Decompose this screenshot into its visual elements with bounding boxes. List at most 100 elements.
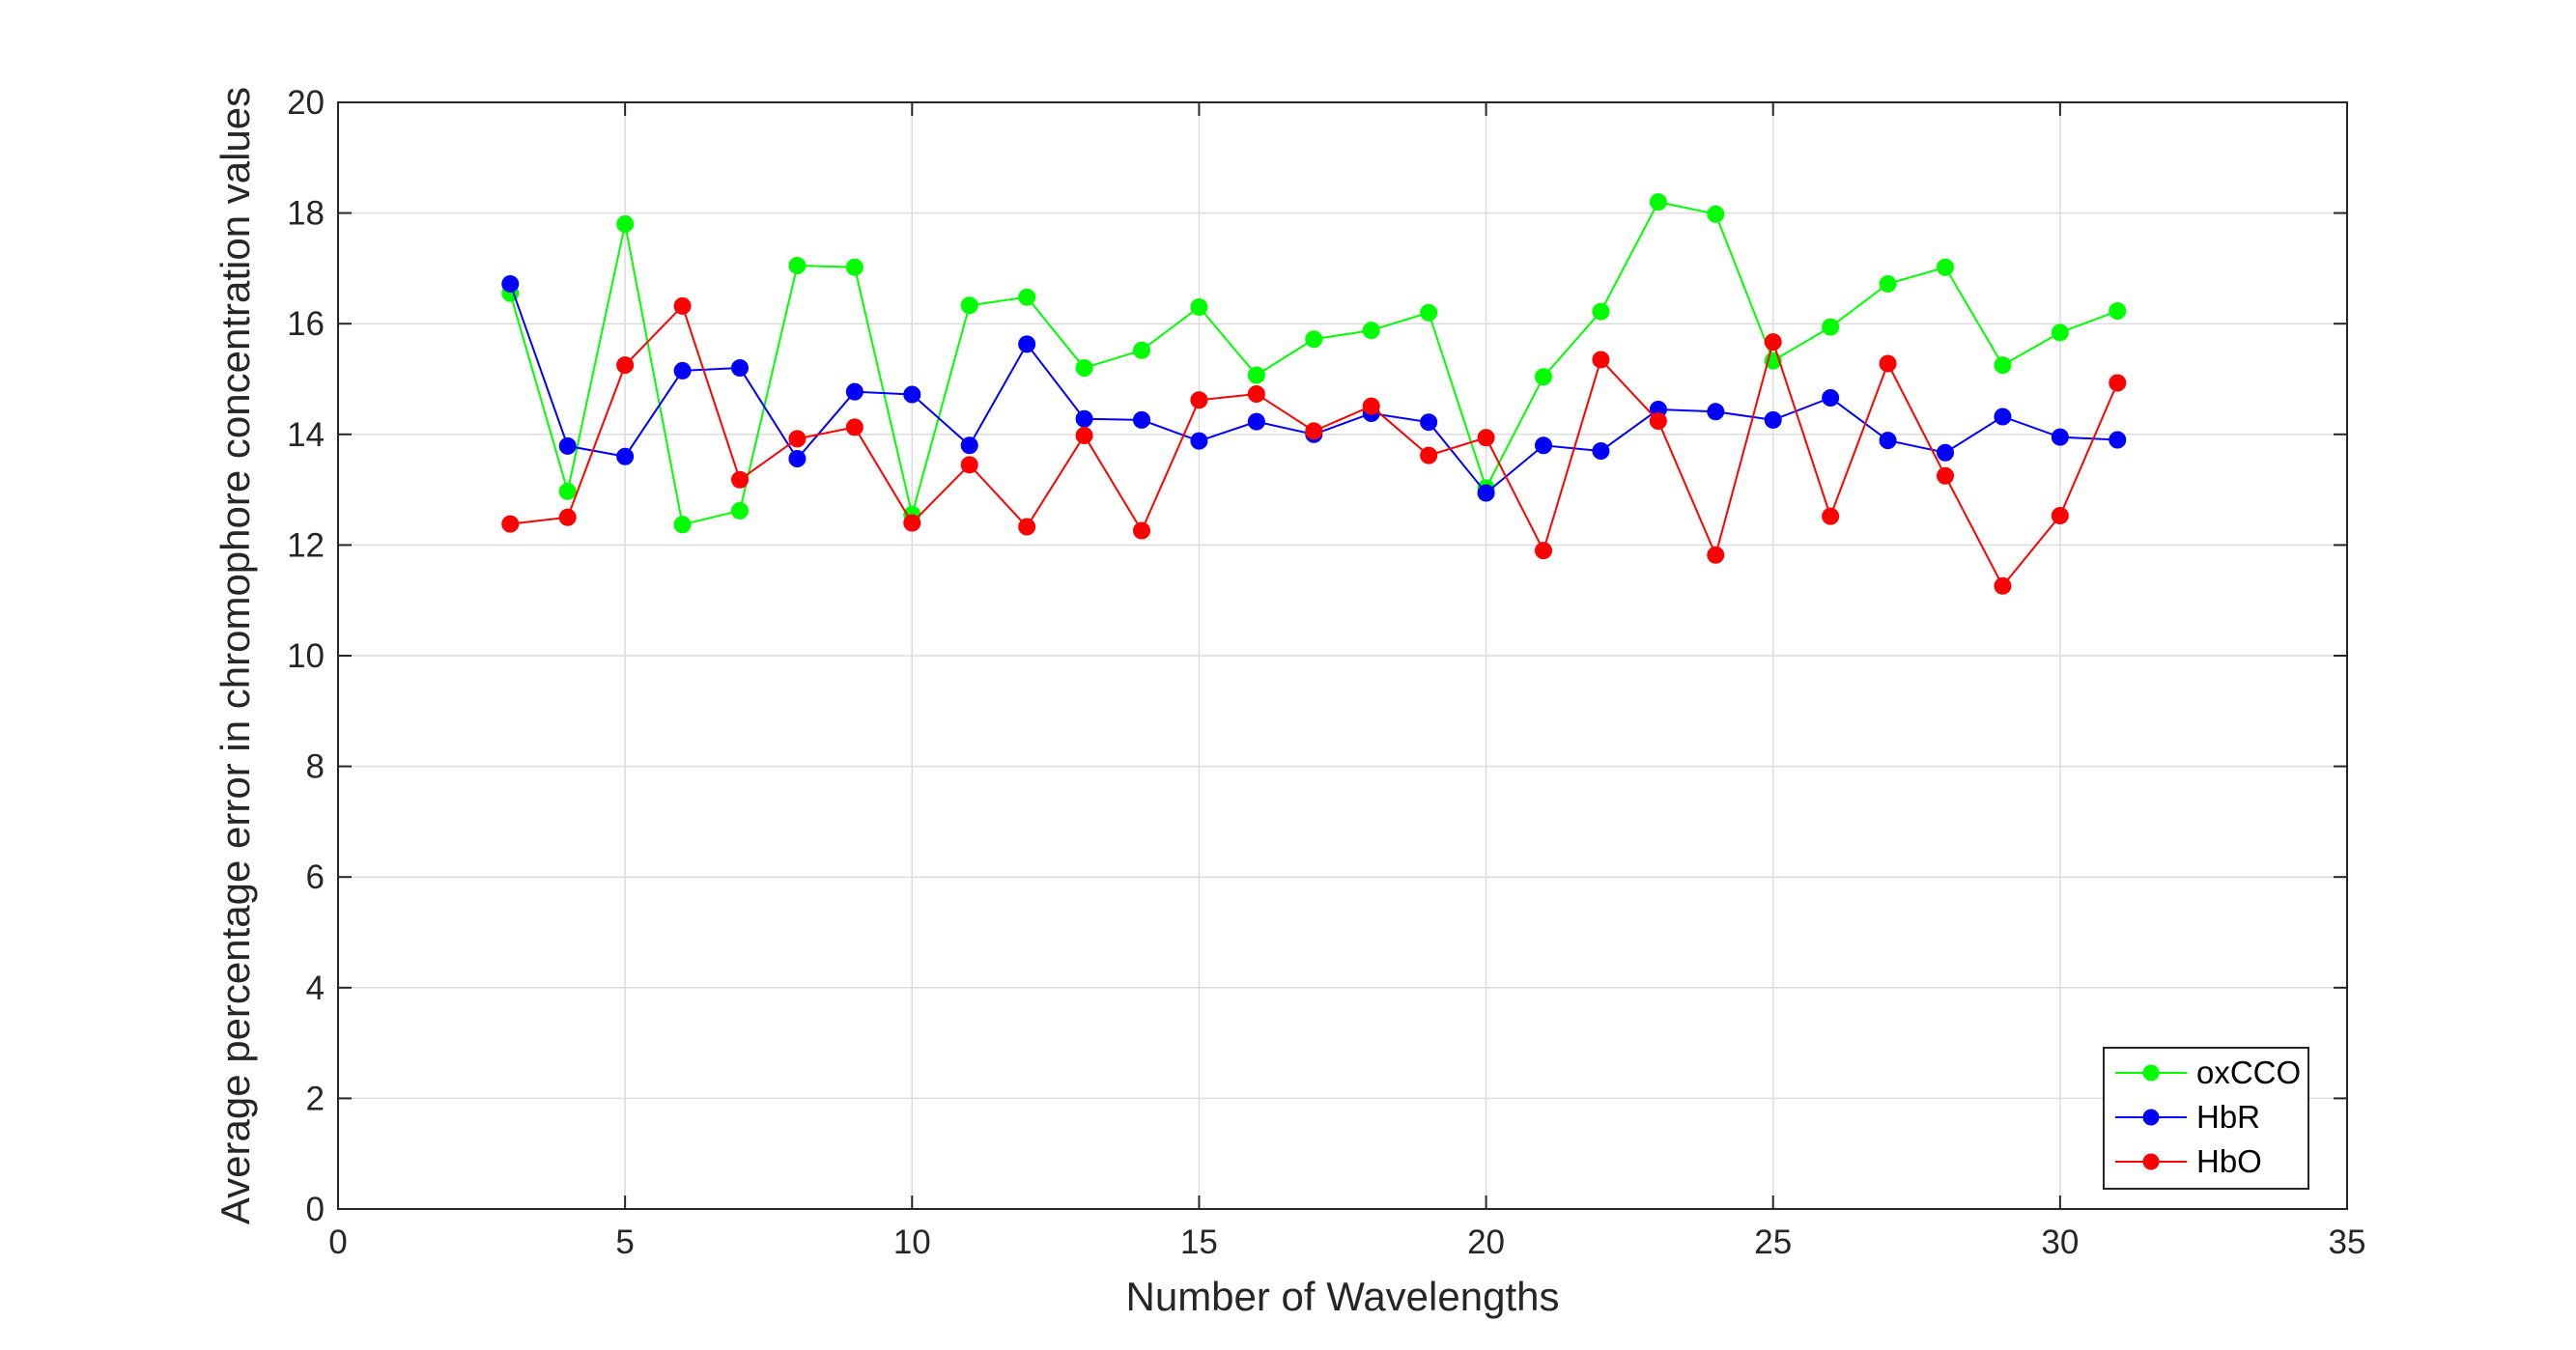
data-point-oxCCO [1018, 288, 1036, 306]
data-point-HbO [2109, 374, 2127, 392]
x-tick-label: 20 [1467, 1223, 1505, 1261]
legend-swatch-marker [2142, 1109, 2160, 1126]
data-point-oxCCO [960, 296, 978, 315]
data-point-HbO [1420, 446, 1438, 464]
data-point-HbR [1247, 412, 1265, 431]
series-HbR [501, 274, 2127, 502]
data-point-oxCCO [1822, 318, 1840, 336]
data-point-HbO [1247, 384, 1265, 403]
data-point-oxCCO [845, 258, 863, 276]
data-point-oxCCO [1707, 205, 1725, 223]
data-point-HbR [1707, 403, 1725, 421]
data-point-HbR [1190, 432, 1208, 450]
data-point-HbO [1649, 412, 1667, 431]
data-point-oxCCO [1937, 258, 1954, 276]
legend-label: HbO [2196, 1143, 2262, 1179]
data-point-oxCCO [1075, 359, 1093, 378]
data-point-HbR [1477, 484, 1495, 502]
data-point-HbO [1305, 422, 1323, 440]
x-tick-label: 30 [2041, 1223, 2079, 1261]
x-tick-label: 15 [1180, 1223, 1218, 1261]
x-tick-label: 25 [1754, 1223, 1792, 1261]
data-point-HbO [501, 515, 520, 533]
data-point-HbR [673, 361, 692, 380]
series-layer [501, 193, 2127, 595]
x-axis-title: Number of Wavelengths [1126, 1274, 1560, 1319]
data-point-HbO [1879, 354, 1897, 373]
data-point-oxCCO [2109, 302, 2127, 321]
data-point-HbO [1994, 577, 2012, 595]
data-point-HbR [788, 450, 807, 468]
data-point-HbR [1937, 443, 1954, 462]
x-tick-label: 5 [615, 1223, 634, 1261]
data-point-HbO [731, 470, 749, 489]
data-point-oxCCO [673, 516, 692, 534]
data-point-HbR [1535, 436, 1552, 455]
data-point-HbO [1190, 391, 1208, 409]
x-tick-label: 0 [328, 1223, 347, 1261]
x-tick-label: 10 [893, 1223, 931, 1261]
y-tick-label: 8 [306, 748, 325, 786]
data-point-HbR [558, 436, 577, 455]
data-point-HbO [1018, 518, 1036, 536]
data-point-HbO [1592, 351, 1610, 369]
data-point-HbO [903, 514, 921, 532]
data-point-HbR [1018, 335, 1036, 353]
grid-layer [337, 101, 2348, 1210]
data-point-HbO [2051, 507, 2069, 525]
data-point-HbO [1362, 397, 1380, 415]
series-line-HbO [510, 303, 2119, 588]
data-point-HbO [1535, 542, 1552, 560]
axis-ticks: 0 5 10 15 20 25 30 35 0 2 4 6 8 10 12 14 16 18 20 [287, 84, 2365, 1261]
data-point-HbO [1707, 546, 1725, 564]
data-point-HbR [2109, 431, 2127, 449]
data-point-HbO [960, 456, 978, 474]
data-point-HbO [788, 430, 807, 448]
data-point-oxCCO [788, 257, 807, 275]
data-point-oxCCO [1133, 341, 1150, 359]
data-point-oxCCO [2051, 323, 2069, 342]
data-point-HbR [616, 447, 635, 465]
data-point-HbR [845, 382, 863, 401]
data-point-HbO [616, 356, 635, 375]
data-point-HbO [1477, 429, 1495, 447]
data-point-oxCCO [558, 482, 577, 500]
y-tick-label: 20 [287, 84, 325, 122]
data-point-HbR [1822, 388, 1840, 407]
data-point-HbO [558, 508, 577, 526]
data-point-oxCCO [1305, 330, 1323, 349]
data-point-oxCCO [1994, 356, 2012, 375]
y-axis-title: Average percentage error in chromophore … [212, 87, 258, 1224]
data-point-HbR [1994, 408, 2012, 426]
y-tick-label: 2 [306, 1080, 325, 1117]
data-point-oxCCO [1247, 366, 1265, 384]
data-point-oxCCO [616, 215, 635, 234]
data-point-oxCCO [1879, 274, 1897, 293]
data-point-oxCCO [1420, 303, 1438, 322]
data-point-HbO [1133, 521, 1150, 540]
data-point-HbR [903, 385, 921, 404]
data-point-HbR [501, 274, 520, 293]
y-tick-label: 0 [306, 1191, 325, 1228]
data-point-HbO [845, 418, 863, 436]
data-point-HbR [2051, 428, 2069, 446]
data-point-HbR [960, 436, 978, 455]
y-tick-label: 18 [287, 195, 325, 233]
data-point-HbR [1420, 413, 1438, 432]
data-point-oxCCO [1649, 193, 1667, 211]
data-point-HbO [1764, 333, 1782, 352]
series-HbO [501, 296, 2127, 595]
data-point-HbO [1937, 466, 1954, 485]
data-point-HbO [1075, 426, 1093, 444]
x-tick-label: 35 [2329, 1223, 2366, 1261]
series-line-oxCCO [509, 201, 2118, 526]
data-point-oxCCO [731, 501, 749, 520]
y-tick-label: 12 [287, 526, 325, 564]
legend: oxCCO HbR HbO [2103, 1047, 2309, 1190]
y-tick-label: 6 [306, 858, 325, 896]
data-point-oxCCO [1190, 298, 1208, 317]
data-point-oxCCO [1592, 302, 1610, 321]
data-point-HbO [673, 296, 692, 315]
data-point-HbR [731, 359, 749, 378]
